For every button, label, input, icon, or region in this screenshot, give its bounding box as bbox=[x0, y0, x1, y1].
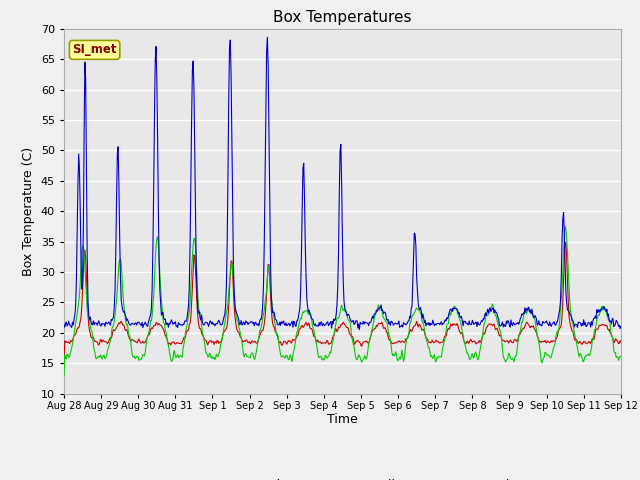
Y-axis label: Box Temperature (C): Box Temperature (C) bbox=[22, 146, 35, 276]
X-axis label: Time: Time bbox=[327, 413, 358, 426]
Title: Box Temperatures: Box Temperatures bbox=[273, 10, 412, 25]
Legend: CR1000 Panel T, LGR Cell T, Tower Air T: CR1000 Panel T, LGR Cell T, Tower Air T bbox=[154, 474, 531, 480]
Text: SI_met: SI_met bbox=[72, 43, 117, 56]
